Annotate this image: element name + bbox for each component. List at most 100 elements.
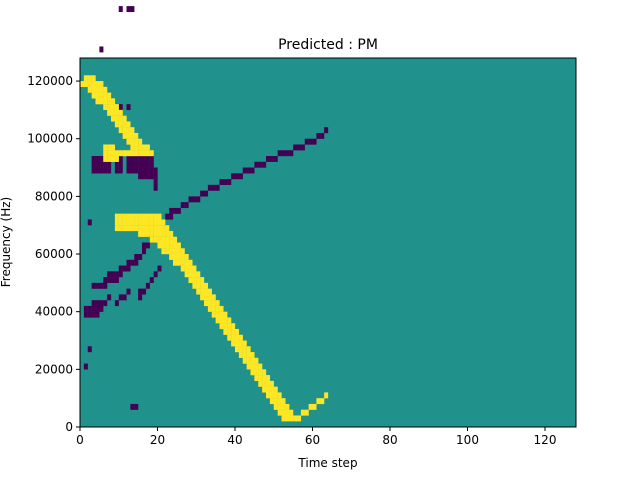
heatmap-cell-low <box>83 305 88 312</box>
heatmap-cell-low <box>126 259 131 266</box>
heatmap-cell-low <box>114 271 119 278</box>
heatmap-cell-low <box>118 167 123 174</box>
heatmap-cell-high <box>103 98 108 105</box>
heatmap-cell-low <box>138 161 143 168</box>
heatmap-cell-high <box>130 132 135 139</box>
heatmap-cell-high <box>142 150 147 157</box>
heatmap-cell-high <box>192 282 197 289</box>
heatmap-cell-low <box>99 305 104 312</box>
heatmap-cell-high <box>157 230 162 237</box>
heatmap-cell-low <box>266 156 271 162</box>
heatmap-cell-high <box>250 369 255 376</box>
heatmap-cell-high <box>262 386 267 393</box>
y-tick-label: 0 <box>65 420 73 434</box>
heatmap-cell-high <box>111 144 116 151</box>
heatmap-cell-high <box>95 86 100 93</box>
heatmap-cell-high <box>188 271 193 278</box>
heatmap-cell-high <box>161 225 166 232</box>
heatmap-cell-low <box>169 213 174 220</box>
heatmap-cell-low <box>145 156 150 162</box>
heatmap-cell-high <box>99 86 104 93</box>
heatmap-cell-high <box>122 121 127 128</box>
heatmap-cell-low <box>192 196 197 203</box>
heatmap-cell-high <box>246 357 251 364</box>
heatmap-cell-high <box>153 236 158 243</box>
heatmap-cell-high <box>126 213 131 220</box>
heatmap-cell-high <box>126 225 131 232</box>
heatmap-cell-high <box>91 92 96 99</box>
heatmap-cell-low <box>138 294 143 301</box>
heatmap-cell-high <box>111 98 116 105</box>
heatmap-cell-high <box>192 265 197 272</box>
heatmap-cell-high <box>111 109 116 116</box>
heatmap-cell-high <box>138 230 143 237</box>
heatmap-cell-low <box>130 6 135 13</box>
heatmap-cell-low <box>107 271 112 278</box>
heatmap-cell-low <box>126 156 131 162</box>
heatmap-cell-high <box>138 144 143 151</box>
heatmap-cell-high <box>107 156 112 162</box>
heatmap-cell-high <box>107 98 112 105</box>
heatmap-cell-low <box>223 179 228 185</box>
heatmap-cell-low <box>242 167 247 174</box>
heatmap-cell-low <box>118 161 123 168</box>
heatmap-cell-high <box>192 271 197 278</box>
heatmap-cell-high <box>273 403 278 410</box>
heatmap-cell-high <box>196 271 201 278</box>
heatmap-cell-low <box>281 150 286 157</box>
heatmap-cell-low <box>207 184 212 191</box>
heatmap-cell-high <box>227 334 232 341</box>
heatmap-cell-low <box>134 156 139 162</box>
heatmap-cell-low <box>134 403 139 410</box>
heatmap-cell-high <box>227 323 232 330</box>
heatmap-cell-low <box>304 138 309 145</box>
heatmap-cell-high <box>95 92 100 99</box>
heatmap-cell-low <box>277 150 282 157</box>
heatmap-cell-low <box>204 190 209 197</box>
heatmap-cell-high <box>161 248 166 255</box>
heatmap-cell-high <box>157 213 162 220</box>
heatmap-cell-high <box>312 403 317 410</box>
heatmap-cell-low <box>138 288 143 295</box>
heatmap-cell-high <box>176 259 181 266</box>
heatmap-cell-high <box>285 403 290 410</box>
heatmap-cell-high <box>246 363 251 370</box>
heatmap-cell-high <box>227 317 232 324</box>
heatmap-cell-low <box>180 202 185 209</box>
heatmap-cell-low <box>83 311 88 318</box>
heatmap-cell-high <box>165 236 170 243</box>
heatmap-cell-low <box>153 271 158 278</box>
heatmap-cell-high <box>134 138 139 145</box>
heatmap-cell-low <box>118 6 123 13</box>
heatmap-cell-high <box>161 236 166 243</box>
y-tick-label: 40000 <box>35 305 73 319</box>
heatmap-cell-high <box>130 213 135 220</box>
heatmap-cell-high <box>266 386 271 393</box>
heatmap-cell-high <box>149 230 154 237</box>
heatmap-cell-high <box>153 213 158 220</box>
heatmap-cell-high <box>114 104 119 111</box>
heatmap-cell-high <box>114 225 119 232</box>
heatmap-cell-high <box>180 259 185 266</box>
heatmap-cell-high <box>145 230 150 237</box>
heatmap-cell-high <box>118 225 123 232</box>
heatmap-cell-high <box>126 127 131 134</box>
heatmap-cell-low <box>145 282 150 289</box>
heatmap-cell-high <box>173 259 178 266</box>
heatmap-cell-low <box>157 265 162 272</box>
heatmap-cell-high <box>231 323 236 330</box>
heatmap-cell-low <box>107 161 112 168</box>
heatmap-cell-low <box>149 156 154 162</box>
heatmap-cell-high <box>262 380 267 387</box>
heatmap-cell-low <box>227 179 232 185</box>
heatmap-cell-high <box>176 248 181 255</box>
heatmap-cell-high <box>114 109 119 116</box>
heatmap-cell-high <box>273 392 278 399</box>
heatmap-cell-high <box>207 305 212 312</box>
heatmap-cell-high <box>215 300 220 307</box>
heatmap-cell-high <box>269 392 274 399</box>
y-tick-label: 100000 <box>27 132 73 146</box>
heatmap-cell-low <box>83 363 88 370</box>
x-tick-label: 100 <box>456 433 479 447</box>
